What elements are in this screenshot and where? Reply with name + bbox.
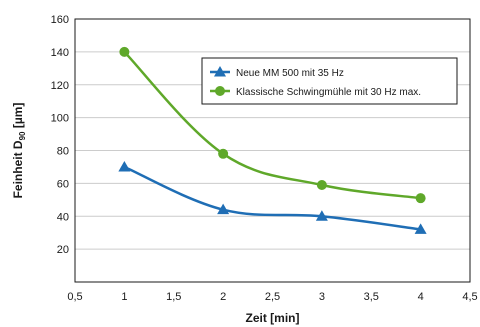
data-point-1 [414,223,427,234]
y-axis-title-unit: [µm] [11,103,25,132]
y-axis-ticks: 20 40 60 80 100 120 140 160 [51,14,69,256]
x-tick-label: 4 [418,291,424,303]
y-axis-title: Feinheit D90 [µm] [11,103,27,199]
series-line-2 [123,51,421,200]
y-tick-label: 120 [51,80,69,92]
data-point-2 [415,193,426,204]
plot-frame [74,18,471,283]
x-tick-label: 1 [121,291,127,303]
x-tick-label: 1,5 [166,291,181,303]
y-tick-label: 100 [51,113,69,125]
y-tick-label: 140 [51,47,69,59]
data-point-2 [119,46,130,57]
y-tick-label: 40 [57,211,69,223]
y-axis-title-subscript: 90 [18,131,27,140]
x-tick-label: 2,5 [265,291,280,303]
x-axis-ticks: 0,5 1 1,5 2 2,5 3 3,5 4 4,5 [67,291,477,303]
data-point-1 [217,203,230,215]
legend-label: Neue MM 500 mit 35 Hz [236,68,344,79]
x-tick-label: 3,5 [364,291,379,303]
legend-swatch-marker [215,86,225,96]
data-point-2 [316,180,327,191]
y-tick-label: 80 [57,146,69,158]
series-layer [118,46,427,234]
legend-swatch-marker [214,66,226,77]
x-tick-label: 3 [319,291,325,303]
x-tick-label: 4,5 [462,291,477,303]
y-axis-title-main: Feinheit D [11,140,25,198]
legend: Neue MM 500 mit 35 Hz Klassische Schwingm… [201,57,458,105]
y-tick-label: 60 [57,178,69,190]
series-line-1 [123,165,421,231]
data-point-1 [315,210,328,221]
x-axis-title: Zeit [min] [246,311,300,325]
x-tick-label: 0,5 [67,291,82,303]
y-tick-label: 20 [57,244,69,256]
data-point-2 [218,148,229,159]
x-tick-label: 2 [220,291,226,303]
legend-box [201,57,458,105]
legend-label: Klassische Schwingmühle mit 30 Hz max. [236,87,421,98]
y-tick-label: 160 [51,14,69,26]
data-point-1 [118,160,131,172]
